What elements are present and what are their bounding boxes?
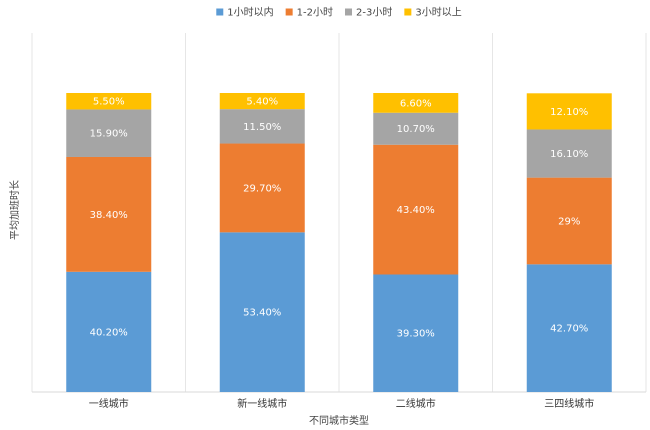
legend-swatch (285, 8, 293, 16)
x-tick-label: 一线城市 (89, 397, 129, 410)
data-label: 11.50% (243, 122, 281, 133)
bar-segment (219, 109, 305, 144)
data-label: 6.60% (400, 98, 432, 109)
legend-swatch (216, 8, 224, 16)
x-tick-label: 二线城市 (396, 397, 436, 410)
bar-segment (66, 93, 152, 110)
legend-swatch (345, 8, 352, 16)
bars: 40.20% 38.40% 15.90% 5.50% 53.40% 29.70% 11.50… (66, 93, 612, 392)
data-label: 38.40% (90, 210, 128, 221)
data-label: 16.10% (550, 149, 588, 160)
bar-segment (373, 274, 459, 392)
bar-segment (219, 232, 305, 392)
bar-segment (66, 156, 152, 272)
bar-segment (373, 93, 459, 113)
bar-segment (66, 271, 152, 392)
bar-segment (219, 143, 305, 233)
bar-segment (66, 109, 152, 157)
data-label: 29% (558, 216, 580, 227)
bar-segment (526, 264, 612, 392)
data-label: 29.70% (243, 183, 281, 194)
data-label: 39.30% (397, 329, 435, 340)
data-label: 15.90% (90, 129, 128, 140)
bar-segment (526, 129, 612, 178)
legend-swatch (404, 8, 412, 16)
data-label: 43.40% (397, 205, 435, 216)
data-label: 53.40% (243, 308, 281, 319)
bar-segment (219, 93, 305, 110)
data-label: 40.20% (90, 327, 128, 338)
bar-segment (526, 177, 612, 265)
y-axis-title: 平均加班时长 (9, 180, 21, 240)
data-label: 12.10% (550, 107, 588, 118)
legend: 1小时以内 1-2小时 2-3小时 3小时以上 (216, 6, 462, 19)
bar-segment (526, 93, 612, 130)
x-tick-label: 新一线城市 (237, 397, 287, 410)
data-label: 5.50% (93, 97, 125, 108)
data-label: 42.70% (550, 324, 588, 335)
x-tick-label: 三四线城市 (544, 397, 594, 410)
x-axis-title: 不同城市类型 (309, 414, 369, 427)
legend-item-label: 3小时以上 (415, 7, 461, 19)
bar-segment (373, 112, 459, 145)
legend-item-label: 1小时以内 (227, 6, 273, 19)
x-tick-labels: 一线城市 新一线城市 二线城市 三四线城市 (89, 397, 595, 410)
data-label: 10.70% (397, 124, 435, 135)
data-label: 5.40% (246, 97, 278, 108)
legend-item-label: 2-3小时 (356, 7, 392, 19)
legend-item-label: 1-2小时 (297, 7, 333, 19)
bar-segment (373, 144, 459, 275)
